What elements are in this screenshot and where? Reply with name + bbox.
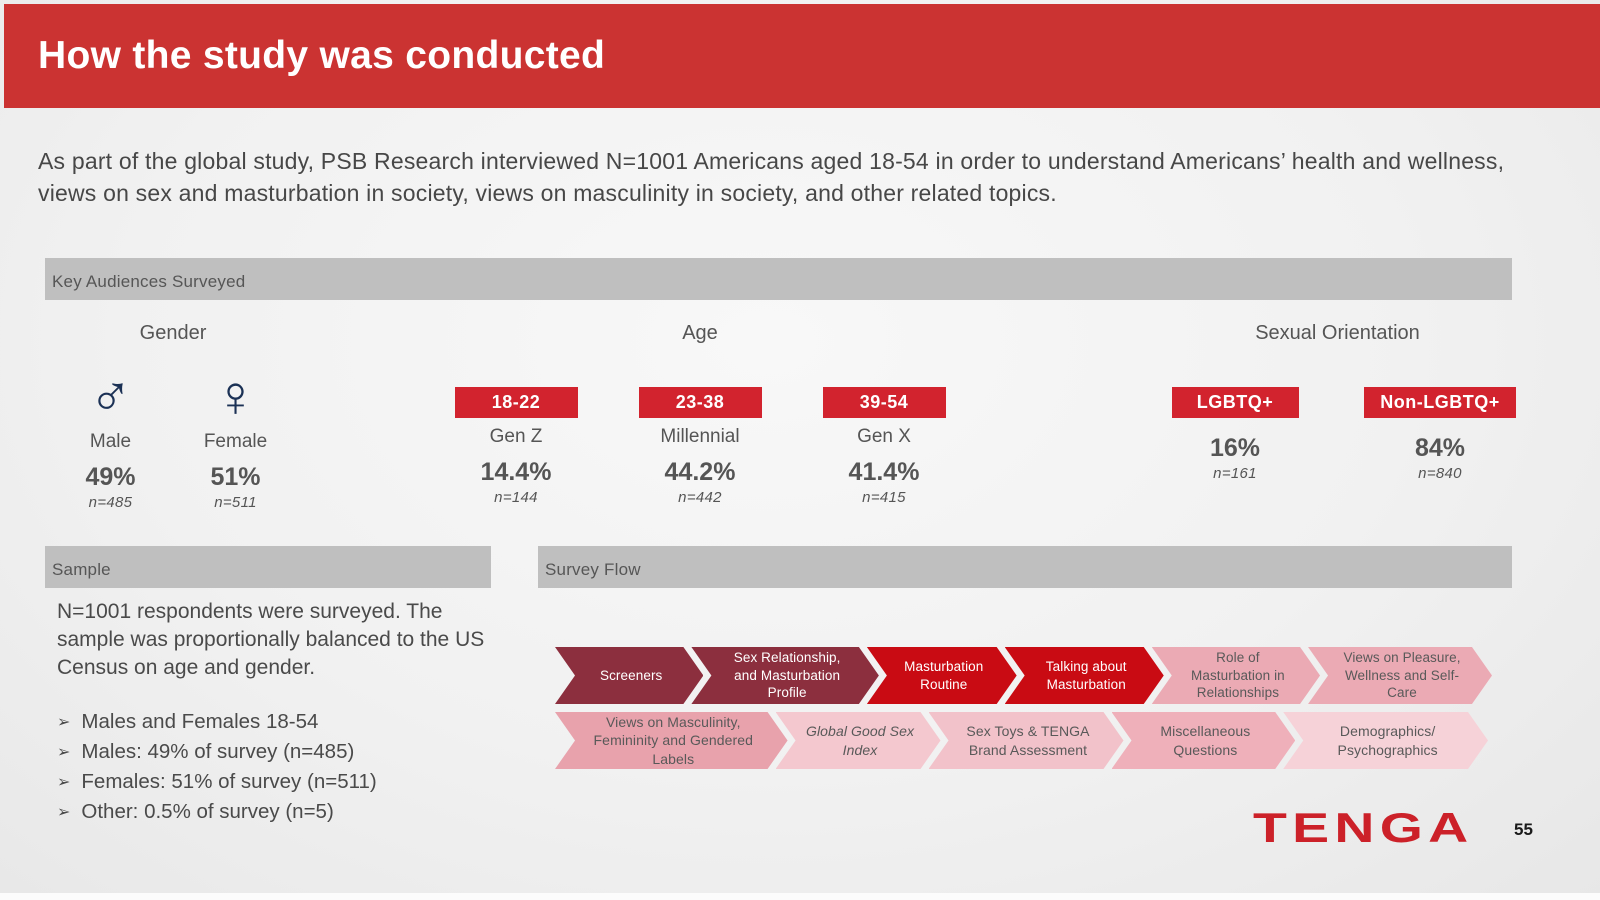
sample-bullet-list: ➢ Males and Females 18-54 ➢ Males: 49% o… [57,710,499,824]
key-audiences-header-bar: Key Audiences Surveyed [45,258,1512,300]
flow-step-label: Global Good Sex Index [805,723,915,758]
bullet-arrow-icon: ➢ [57,774,71,792]
flow-step-label: Role of Masturbation in Relationships [1190,650,1285,701]
age-group: Age 18-22 Gen Z 14.4% n=144 23-38 Millen… [440,322,960,506]
flow-step-sex-relationship-profile: Sex Relationship, and Masturbation Profi… [691,647,878,704]
flow-step-demographics: Demographics/ Psychographics [1283,712,1488,769]
flow-step-views-on-pleasure: Views on Pleasure, Wellness and Self-Car… [1308,647,1492,704]
male-n: n=485 [88,494,133,511]
age-title: Age [682,322,718,344]
flow-step-label: Talking about Masturbation [1045,658,1127,692]
survey-flow-row-1: Screeners Sex Relationship, and Masturba… [555,647,1492,704]
flow-step-global-good-sex-index: Global Good Sex Index [776,712,941,769]
age-percent: 44.2% [664,458,736,486]
age-percent: 41.4% [848,458,920,486]
age-percent: 14.4% [480,458,552,486]
age-badge-18-22: 18-22 [454,387,578,418]
gender-male-column: ♂ Male 49% n=485 [58,364,163,512]
sample-bullet: ➢ Females: 51% of survey (n=511) [57,770,499,794]
age-gen-label: Gen X [857,426,911,447]
page-title: How the study was conducted [38,34,606,77]
slide-header: How the study was conducted [4,4,1600,108]
flow-step-label: Sex Relationship, and Masturbation Profi… [733,650,841,701]
key-audiences-header-label: Key Audiences Surveyed [52,272,246,291]
flow-step-label: Miscellaneous Questions [1160,723,1251,758]
flow-step-screeners: Screeners [555,647,703,704]
male-label: Male [89,431,132,452]
male-icon: ♂ [88,364,133,429]
flow-step-label: Views on Masculinity, Femininity and Gen… [593,714,754,767]
sample-body: N=1001 respondents were surveyed. The sa… [57,598,499,830]
orientation-percent: 16% [1209,434,1261,462]
sample-header-label: Sample [52,560,111,579]
sample-bullet-text: Females: 51% of survey (n=511) [81,770,377,794]
female-icon: ♀ [213,364,258,429]
sample-header-bar: Sample [45,546,491,588]
age-gen-label: Millennial [660,426,740,447]
age-gen-label: Gen Z [489,426,543,447]
flow-step-label: Sex Toys & TENGA Brand Assessment [966,723,1090,758]
female-n: n=511 [214,494,257,511]
orientation-nonlgbtq-column: Non-LGBTQ+ 84% n=840 [1360,365,1520,482]
age-badge-23-38: 23-38 [638,387,762,418]
bullet-arrow-icon: ➢ [57,744,71,762]
sample-bullet-text: Males: 49% of survey (n=485) [81,740,355,764]
sample-bullet-text: Males and Females 18-54 [81,710,319,734]
orientation-title: Sexual Orientation [1255,322,1420,344]
age-n: n=442 [678,489,722,506]
sample-bullet: ➢ Males and Females 18-54 [57,710,499,734]
age-n: n=415 [862,489,906,506]
orientation-percent: 84% [1414,434,1466,462]
orientation-lgbtq-column: LGBTQ+ 16% n=161 [1155,365,1315,482]
flow-step-label: Views on Pleasure, Wellness and Self-Car… [1343,650,1461,701]
age-millennial-column: 23-38 Millennial 44.2% n=442 [624,365,776,506]
bullet-arrow-icon: ➢ [57,804,71,822]
flow-step-talking-about-masturbation: Talking about Masturbation [1005,647,1164,704]
flow-step-sex-toys-tenga-brand: Sex Toys & TENGA Brand Assessment [929,712,1124,769]
male-percent: 49% [85,463,136,491]
orientation-n: n=840 [1418,465,1462,482]
gender-group: Gender ♂ Male 49% n=485 ♀ Female 51% n=5… [58,322,288,511]
gender-title: Gender [139,322,207,344]
sample-bullet: ➢ Other: 0.5% of survey (n=5) [57,800,499,824]
age-genz-column: 18-22 Gen Z 14.4% n=144 [440,365,592,506]
page-number: 55 [1514,820,1533,839]
flow-step-miscellaneous-questions: Miscellaneous Questions [1112,712,1296,769]
intro-text: As part of the global study, PSB Researc… [38,148,1505,206]
survey-flow-header-label: Survey Flow [545,560,641,579]
orientation-badge-nonlgbtq: Non-LGBTQ+ [1364,387,1516,418]
sample-text: N=1001 respondents were surveyed. The sa… [57,600,485,680]
flow-step-label: Masturbation Routine [904,658,984,692]
bullet-arrow-icon: ➢ [57,714,71,732]
tenga-logo: TENGA [1253,804,1474,851]
gender-female-column: ♀ Female 51% n=511 [183,364,288,512]
female-percent: 51% [210,463,261,491]
flow-step-masturbation-routine: Masturbation Routine [867,647,1017,704]
survey-flow-row-2: Views on Masculinity, Femininity and Gen… [555,712,1488,769]
female-label: Female [203,431,268,452]
flow-step-label: Demographics/ Psychographics [1337,723,1438,758]
orientation-group: Sexual Orientation LGBTQ+ 16% n=161 Non-… [1155,322,1520,482]
sample-bullet-text: Other: 0.5% of survey (n=5) [81,800,334,824]
age-n: n=144 [494,489,538,506]
orientation-badge-lgbtq: LGBTQ+ [1171,387,1299,418]
age-badge-39-54: 39-54 [822,387,946,418]
age-genx-column: 39-54 Gen X 41.4% n=415 [808,365,960,506]
flow-step-label: Screeners [599,667,663,683]
bottom-edge-strip [0,893,1600,900]
flow-step-role-of-masturbation: Role of Masturbation in Relationships [1152,647,1320,704]
sample-bullet: ➢ Males: 49% of survey (n=485) [57,740,499,764]
orientation-n: n=161 [1213,465,1257,482]
flow-step-views-on-masculinity: Views on Masculinity, Femininity and Gen… [555,712,788,769]
survey-flow-header-bar: Survey Flow [538,546,1512,588]
